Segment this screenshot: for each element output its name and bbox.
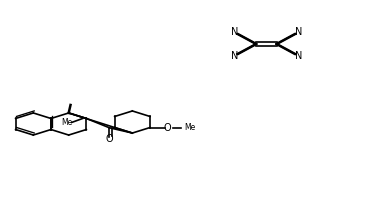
Text: Me: Me bbox=[185, 123, 196, 132]
Text: Me: Me bbox=[61, 118, 73, 127]
Text: N: N bbox=[295, 51, 302, 61]
Text: O: O bbox=[164, 123, 172, 133]
Text: N: N bbox=[295, 27, 302, 37]
Text: N: N bbox=[231, 27, 238, 37]
Text: O: O bbox=[105, 134, 113, 144]
Text: N: N bbox=[231, 51, 238, 61]
